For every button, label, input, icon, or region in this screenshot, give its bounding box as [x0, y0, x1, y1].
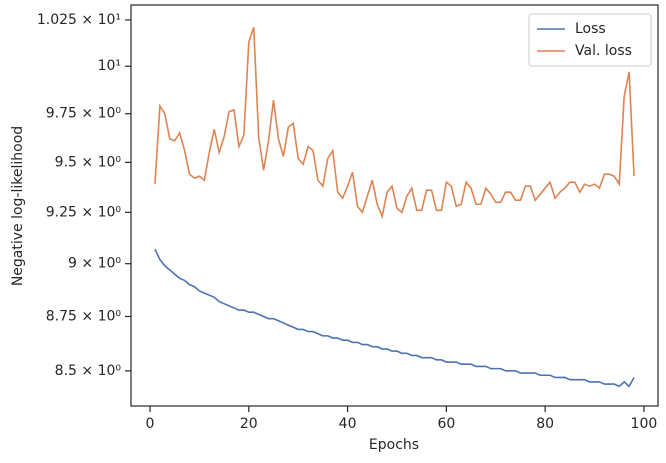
legend-label: Val. loss — [575, 43, 632, 59]
line-series — [154, 27, 635, 220]
x-tick-label: 40 — [339, 416, 357, 432]
x-tick-label: 60 — [437, 416, 455, 432]
x-tick-label: 80 — [536, 416, 554, 432]
y-tick-label: 8.5 × 10⁰ — [55, 363, 122, 379]
y-tick-label: 9.5 × 10⁰ — [55, 154, 122, 170]
y-tick-label: 9.75 × 10⁰ — [46, 106, 122, 122]
legend-label: Loss — [575, 21, 606, 37]
y-tick-label: 9 × 10⁰ — [68, 256, 121, 272]
y-tick-label: 9.25 × 10⁰ — [46, 204, 122, 220]
x-tick-label: 0 — [146, 416, 155, 432]
y-tick-label: 8.75 × 10⁰ — [46, 308, 122, 324]
x-tick-label: 100 — [631, 416, 658, 432]
y-tick-label: 1.025 × 10¹ — [37, 12, 121, 28]
y-tick-label: 10¹ — [98, 58, 121, 74]
y-axis-label: Negative log-likelihood — [10, 126, 26, 286]
line-series — [154, 248, 635, 388]
legend-box — [528, 13, 652, 67]
plot-frame — [130, 4, 659, 407]
x-axis-label: Epochs — [369, 437, 419, 453]
x-tick-label: 20 — [240, 416, 258, 432]
